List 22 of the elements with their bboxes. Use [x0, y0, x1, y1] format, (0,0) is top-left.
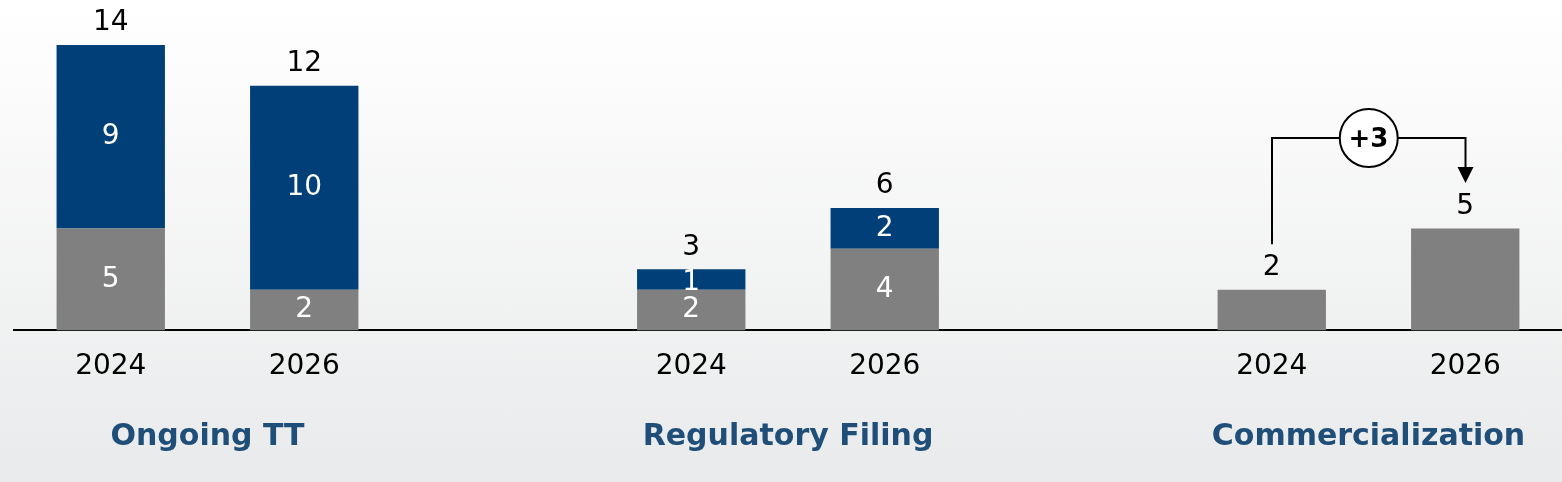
total-label: 6 — [875, 167, 894, 201]
x-tick-label: 2026 — [1429, 348, 1501, 382]
text: Regulatory Filing — [642, 417, 934, 453]
x-tick-label: 2024 — [1236, 348, 1308, 382]
x-tick-label: 2026 — [268, 348, 340, 382]
total-label: 14 — [92, 4, 129, 38]
annotation: +3 — [1347, 122, 1390, 155]
data-label: 5 — [101, 260, 120, 294]
data-label: 4 — [875, 270, 894, 304]
total-label: 3 — [682, 228, 701, 262]
data-label: 2 — [295, 291, 314, 325]
x-tick-label: 2026 — [849, 348, 921, 382]
x-tick-label: 2024 — [655, 348, 727, 382]
data-label: 10 — [286, 168, 323, 202]
total-label: 2 — [1262, 248, 1281, 282]
total-label: 5 — [1456, 187, 1475, 221]
x-tick-label: 2024 — [75, 348, 147, 382]
total-label: 12 — [286, 45, 323, 79]
text: Ongoing TT — [110, 417, 306, 453]
data-label: 2 — [875, 209, 894, 243]
data-label: 9 — [101, 118, 120, 152]
text: Commercialization — [1211, 417, 1526, 453]
